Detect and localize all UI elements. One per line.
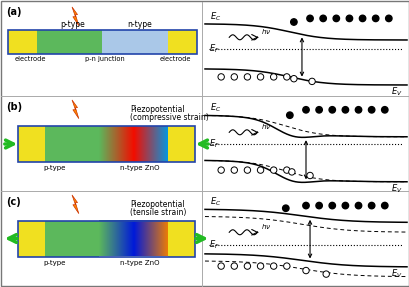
Bar bbox=[167, 126, 195, 162]
Circle shape bbox=[270, 167, 276, 173]
Text: Piezopotential: Piezopotential bbox=[130, 105, 184, 114]
Circle shape bbox=[218, 74, 224, 80]
Text: $E_V$: $E_V$ bbox=[391, 86, 402, 98]
Circle shape bbox=[355, 106, 361, 113]
Circle shape bbox=[315, 106, 321, 113]
Text: $E_C$: $E_C$ bbox=[209, 10, 221, 23]
Circle shape bbox=[328, 202, 335, 209]
Bar bbox=[18, 126, 45, 162]
Text: $h\nu$: $h\nu$ bbox=[260, 222, 270, 231]
Bar bbox=[167, 220, 195, 257]
Text: Piezopotential: Piezopotential bbox=[130, 200, 184, 209]
Text: $h\nu$: $h\nu$ bbox=[260, 27, 270, 36]
Circle shape bbox=[302, 202, 308, 209]
Text: $E_F$: $E_F$ bbox=[209, 238, 219, 251]
Circle shape bbox=[342, 106, 348, 113]
Circle shape bbox=[342, 202, 348, 209]
Circle shape bbox=[283, 74, 289, 80]
Circle shape bbox=[270, 263, 276, 269]
Text: p-type: p-type bbox=[44, 259, 66, 265]
Text: $E_V$: $E_V$ bbox=[391, 268, 402, 280]
Text: electrode: electrode bbox=[159, 56, 190, 62]
Circle shape bbox=[319, 15, 326, 22]
Circle shape bbox=[355, 202, 361, 209]
Bar bbox=[45, 220, 98, 257]
Text: (b): (b) bbox=[6, 102, 22, 112]
Polygon shape bbox=[72, 100, 79, 119]
Circle shape bbox=[328, 106, 335, 113]
Text: electrode: electrode bbox=[14, 56, 46, 62]
Circle shape bbox=[290, 19, 297, 25]
Circle shape bbox=[345, 15, 352, 22]
Text: (c): (c) bbox=[6, 197, 21, 207]
Circle shape bbox=[290, 75, 297, 82]
Circle shape bbox=[257, 74, 263, 80]
Bar bbox=[18, 220, 195, 257]
Text: $h\nu$: $h\nu$ bbox=[260, 122, 270, 131]
Bar bbox=[18, 220, 45, 257]
Text: $E_C$: $E_C$ bbox=[209, 102, 221, 115]
Circle shape bbox=[270, 74, 276, 80]
Circle shape bbox=[244, 74, 250, 80]
Polygon shape bbox=[72, 7, 79, 26]
Circle shape bbox=[231, 167, 237, 173]
Circle shape bbox=[381, 106, 387, 113]
Text: $E_F$: $E_F$ bbox=[209, 43, 219, 55]
Bar bbox=[102, 30, 167, 54]
Bar bbox=[8, 30, 37, 54]
Circle shape bbox=[283, 263, 289, 269]
Bar bbox=[167, 30, 196, 54]
Text: n-type ZnO: n-type ZnO bbox=[120, 259, 160, 265]
Circle shape bbox=[368, 202, 374, 209]
Circle shape bbox=[286, 112, 292, 119]
Text: (compressive strain): (compressive strain) bbox=[130, 113, 208, 122]
Circle shape bbox=[282, 205, 288, 212]
Circle shape bbox=[372, 15, 378, 22]
Circle shape bbox=[244, 263, 250, 269]
Circle shape bbox=[257, 167, 263, 173]
Circle shape bbox=[306, 15, 312, 22]
Text: (tensile strain): (tensile strain) bbox=[130, 208, 186, 217]
Circle shape bbox=[288, 169, 294, 175]
Circle shape bbox=[218, 263, 224, 269]
Circle shape bbox=[308, 78, 315, 85]
Text: $E_C$: $E_C$ bbox=[209, 196, 221, 208]
Circle shape bbox=[231, 263, 237, 269]
Circle shape bbox=[302, 106, 308, 113]
Text: $E_F$: $E_F$ bbox=[209, 138, 219, 150]
Text: (a): (a) bbox=[6, 7, 21, 17]
Circle shape bbox=[315, 202, 321, 209]
Circle shape bbox=[283, 167, 289, 173]
Circle shape bbox=[302, 267, 308, 274]
Bar bbox=[8, 30, 196, 54]
Circle shape bbox=[231, 74, 237, 80]
Circle shape bbox=[218, 167, 224, 173]
Text: $E_V$: $E_V$ bbox=[391, 183, 402, 195]
Circle shape bbox=[358, 15, 365, 22]
Circle shape bbox=[381, 202, 387, 209]
Text: n-type ZnO: n-type ZnO bbox=[120, 165, 160, 171]
Circle shape bbox=[306, 172, 312, 179]
Circle shape bbox=[332, 15, 339, 22]
Circle shape bbox=[385, 15, 391, 22]
Text: p-type: p-type bbox=[44, 165, 66, 171]
Circle shape bbox=[368, 106, 374, 113]
Circle shape bbox=[244, 167, 250, 173]
Text: p-n junction: p-n junction bbox=[85, 56, 125, 62]
Bar bbox=[37, 30, 102, 54]
Circle shape bbox=[322, 271, 328, 277]
Bar bbox=[18, 126, 195, 162]
Text: p-type: p-type bbox=[61, 20, 85, 29]
Text: n-type: n-type bbox=[127, 20, 152, 29]
Circle shape bbox=[257, 263, 263, 269]
Bar bbox=[45, 126, 98, 162]
Polygon shape bbox=[72, 195, 79, 214]
